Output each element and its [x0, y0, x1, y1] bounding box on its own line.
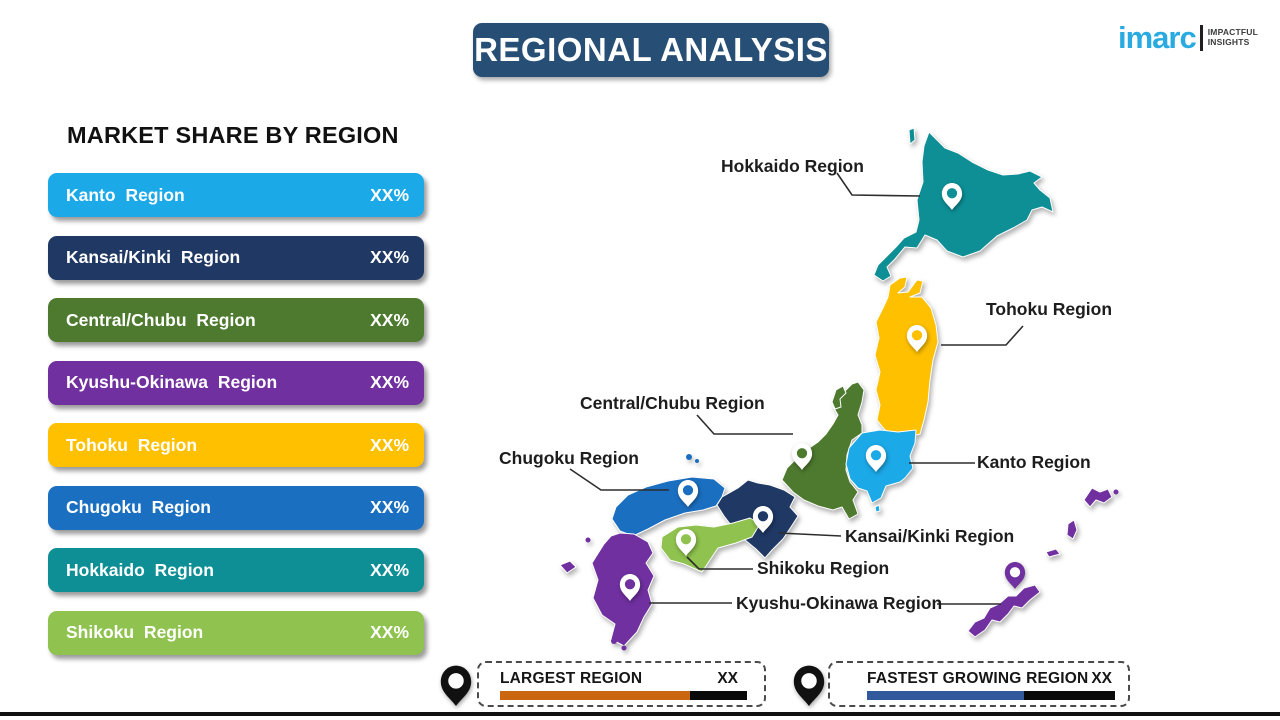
region-hokkaido [873, 131, 1054, 282]
map-label-hokkaido: Hokkaido Region [721, 156, 864, 176]
fastest-growing-region-value: XX [1091, 670, 1112, 687]
region-kanto [845, 429, 917, 504]
pin-central [791, 443, 813, 470]
logo-divider [1199, 24, 1203, 51]
title-banner: REGIONAL ANALYSIS [473, 23, 829, 77]
market-share-list: Kanto Region XX% Kansai/Kinki Region XX%… [48, 173, 424, 655]
share-bar-chugoku: Chugoku Region XX% [48, 485, 424, 530]
label-connectors [569, 172, 1024, 605]
region-kanto-islet [874, 504, 881, 513]
region-kyushu-islet [611, 638, 617, 644]
pin-shikoku [675, 529, 697, 556]
fastest-growing-region-label: FASTEST GROWING REGION [867, 670, 1089, 687]
fastest-growing-bar-black [1024, 691, 1115, 700]
pin-kyushu [619, 574, 641, 601]
region-okinawa-islet [1045, 548, 1061, 558]
connector-tohoku [941, 325, 1024, 346]
share-bar-value: XX% [370, 309, 409, 330]
map-label-kanto: Kanto Region [977, 452, 1091, 472]
fastest-region-pin-icon [793, 665, 825, 706]
map-label-kansai: Kansai/Kinki Region [845, 526, 1015, 546]
share-bar-label: Hokkaido Region [66, 559, 214, 580]
largest-region-bar-black [690, 691, 747, 700]
largest-region-pin-icon [440, 665, 472, 706]
largest-region-bar-colored [500, 691, 690, 700]
map-label-shikoku: Shikoku Region [757, 558, 890, 578]
connector-chugoku [569, 468, 669, 491]
map-label-kyushu-okinawa: Kyushu-Okinawa Region [736, 593, 943, 613]
map-label-chugoku: Chugoku Region [499, 448, 639, 468]
share-bar-central: Central/Chubu Region XX% [48, 298, 424, 342]
region-hokkaido-islet [908, 127, 916, 145]
region-kyushu-islet [559, 560, 577, 574]
logo-tagline-line2: INSIGHTS [1207, 36, 1250, 47]
region-tohoku [874, 276, 939, 438]
region-okinawa-islet [1113, 489, 1119, 495]
share-bar-value: XX% [370, 372, 409, 392]
map-label-central: Central/Chubu Region [580, 393, 765, 413]
region-shikoku [660, 517, 761, 573]
share-bar-value: XX% [370, 559, 409, 580]
share-bar-label: Kyushu-Okinawa Region [66, 372, 278, 392]
region-okinawa-main [967, 584, 1041, 638]
share-bar-label: Central/Chubu Region [66, 309, 256, 330]
pin-hokkaido [941, 183, 963, 210]
share-bar-value: XX% [370, 434, 409, 455]
share-bar-label: Kansai/Kinki Region [66, 247, 241, 267]
fastest-growing-region-bar [867, 691, 1115, 700]
map-pins [440, 183, 1026, 706]
region-okinawa-amami [1083, 487, 1113, 508]
region-oki-islet [695, 459, 699, 463]
share-bar-tohoku: Tohoku Region XX% [48, 423, 424, 467]
imarc-logo-text: imarc [1118, 20, 1197, 55]
share-bar-hokkaido: Hokkaido Region XX% [48, 548, 424, 592]
share-bar-value: XX% [370, 184, 409, 205]
map-label-tohoku: Tohoku Region [986, 299, 1113, 319]
share-bar-kanto: Kanto Region XX% [48, 173, 424, 217]
region-kyushu-islet [621, 645, 627, 651]
pin-tohoku [906, 325, 928, 352]
region-oki-islet [686, 454, 692, 460]
share-bar-label: Tohoku Region [66, 434, 198, 455]
pin-chugoku [677, 480, 699, 507]
imarc-logo: imarc IMPACTFUL INSIGHTS [1118, 22, 1258, 53]
connector-shikoku [686, 556, 753, 570]
logo-tagline-line1: IMPACTFUL [1207, 26, 1259, 37]
connector-hokkaido [836, 172, 921, 197]
largest-region-legend: LARGEST REGION XX [477, 661, 766, 707]
share-bar-value: XX% [370, 247, 409, 267]
pin-okinawa [1004, 562, 1026, 589]
market-share-heading: MARKET SHARE BY REGION [67, 122, 399, 148]
region-okinawa-islet [1066, 519, 1078, 540]
share-bar-label: Chugoku Region [66, 497, 211, 517]
share-bar-kyushu: Kyushu-Okinawa Region XX% [48, 360, 424, 405]
connector-central [696, 414, 793, 435]
bottom-rule [0, 712, 1280, 716]
pin-kanto [865, 445, 887, 472]
share-bar-label: Shikoku Region [66, 622, 204, 642]
region-sado-islet [831, 385, 847, 410]
largest-region-value: XX [717, 670, 738, 687]
share-bar-shikoku: Shikoku Region XX% [48, 610, 424, 655]
connector-kansai [778, 532, 842, 537]
pin-kansai [752, 506, 774, 533]
fastest-growing-region-legend: FASTEST GROWING REGION XX [828, 661, 1130, 707]
region-kyushu-islet [585, 537, 591, 543]
share-bar-value: XX% [370, 497, 409, 517]
share-bar-kansai: Kansai/Kinki Region XX% [48, 235, 424, 280]
largest-region-label: LARGEST REGION [500, 670, 643, 687]
largest-region-bar [500, 691, 747, 700]
share-bar-label: Kanto Region [66, 184, 185, 205]
fastest-growing-bar-colored [867, 691, 1024, 700]
page-title: REGIONAL ANALYSIS [474, 31, 828, 68]
logo-tagline: IMPACTFUL INSIGHTS [1207, 26, 1259, 48]
share-bar-value: XX% [370, 622, 409, 642]
